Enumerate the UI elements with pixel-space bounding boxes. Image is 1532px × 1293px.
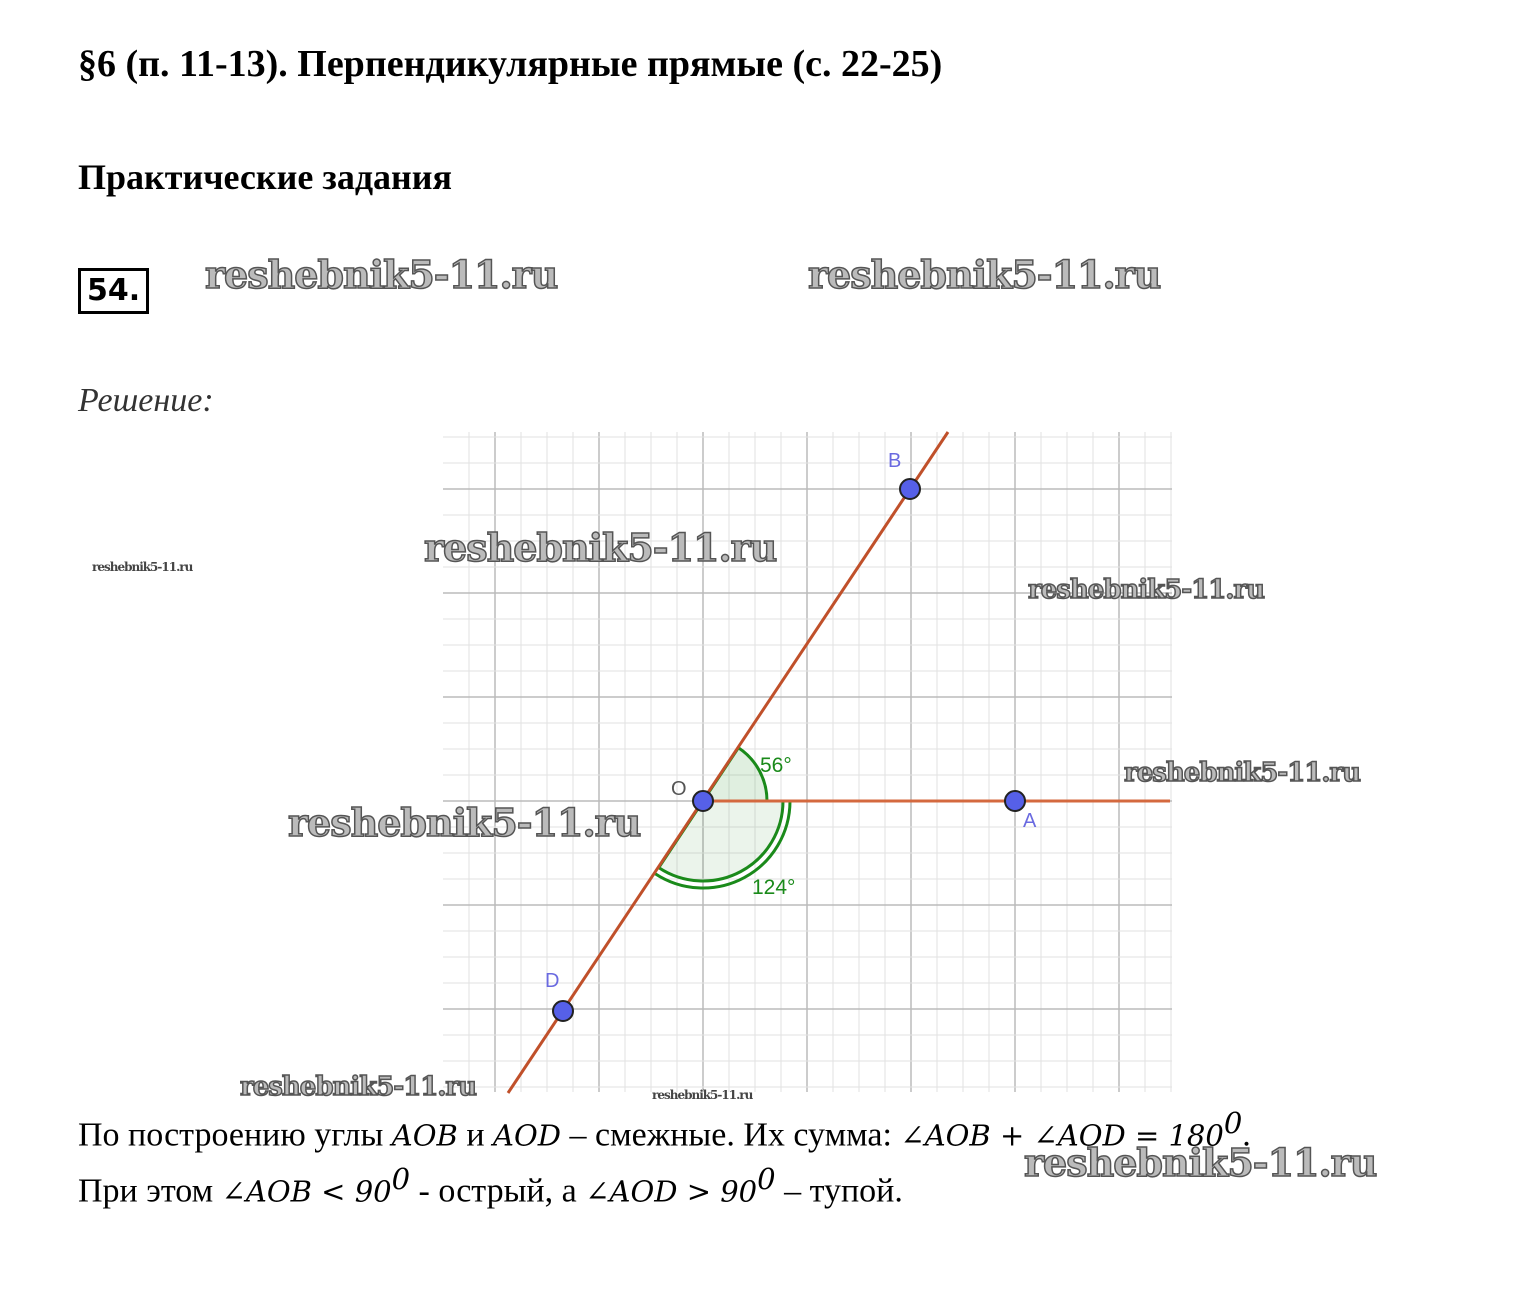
point-label: B xyxy=(888,450,901,472)
text: - острый, а xyxy=(410,1172,586,1210)
task-number: 54. xyxy=(78,268,150,314)
math: ∠AOD > 90 xyxy=(585,1174,758,1209)
watermark: reshebnik5-11.ru xyxy=(92,560,193,574)
watermark: reshebnik5-11.ru xyxy=(807,251,1162,298)
angle-label: 56° xyxy=(760,754,792,777)
point-label: D xyxy=(545,970,559,992)
watermark: reshebnik5-11.ru xyxy=(239,1071,478,1103)
solution-line: При этом ∠AOB < 900 - острый, а ∠AOD > 9… xyxy=(78,1162,903,1210)
point-label: O xyxy=(671,778,687,800)
watermark: reshebnik5-11.ru xyxy=(1027,574,1266,606)
point-label: A xyxy=(1023,810,1037,832)
point xyxy=(899,478,921,500)
text: . xyxy=(1242,1116,1251,1154)
angle-label: 124° xyxy=(752,876,795,899)
text: По построению углы xyxy=(78,1116,392,1154)
watermark: reshebnik5-11.ru xyxy=(287,799,642,846)
text: При этом xyxy=(78,1172,222,1210)
superscript: 0 xyxy=(757,1162,776,1196)
watermark: reshebnik5-11.ru xyxy=(204,251,559,298)
text: – смежные. Их сумма: xyxy=(561,1116,901,1154)
watermark: reshebnik5-11.ru xyxy=(652,1088,753,1102)
math: AOD xyxy=(493,1118,561,1153)
point xyxy=(552,1000,574,1022)
point xyxy=(1004,790,1026,812)
math: AOB xyxy=(391,1118,458,1153)
point xyxy=(692,790,714,812)
superscript: 0 xyxy=(391,1162,411,1196)
watermark: reshebnik5-11.ru xyxy=(1023,1139,1378,1186)
watermark: reshebnik5-11.ru xyxy=(423,524,778,571)
watermark: reshebnik5-11.ru xyxy=(1123,757,1362,789)
title: §6 (п. 11-13). Перпендикулярные прямые (… xyxy=(78,43,943,85)
text: – тупой. xyxy=(775,1172,903,1210)
text: и xyxy=(457,1116,494,1154)
angle-sector xyxy=(700,745,769,803)
angle-arc xyxy=(654,800,792,890)
solution-label: Решение: xyxy=(78,382,214,419)
math: ∠AOB + ∠AOD = 180 xyxy=(900,1118,1224,1153)
superscript: 0 xyxy=(1223,1106,1243,1140)
line-bd xyxy=(506,431,950,1094)
solution-line: По построению углы AOB и AOD – смежные. … xyxy=(78,1106,1251,1154)
subtitle: Практические задания xyxy=(78,157,452,197)
math: ∠AOB < 90 xyxy=(221,1174,392,1209)
